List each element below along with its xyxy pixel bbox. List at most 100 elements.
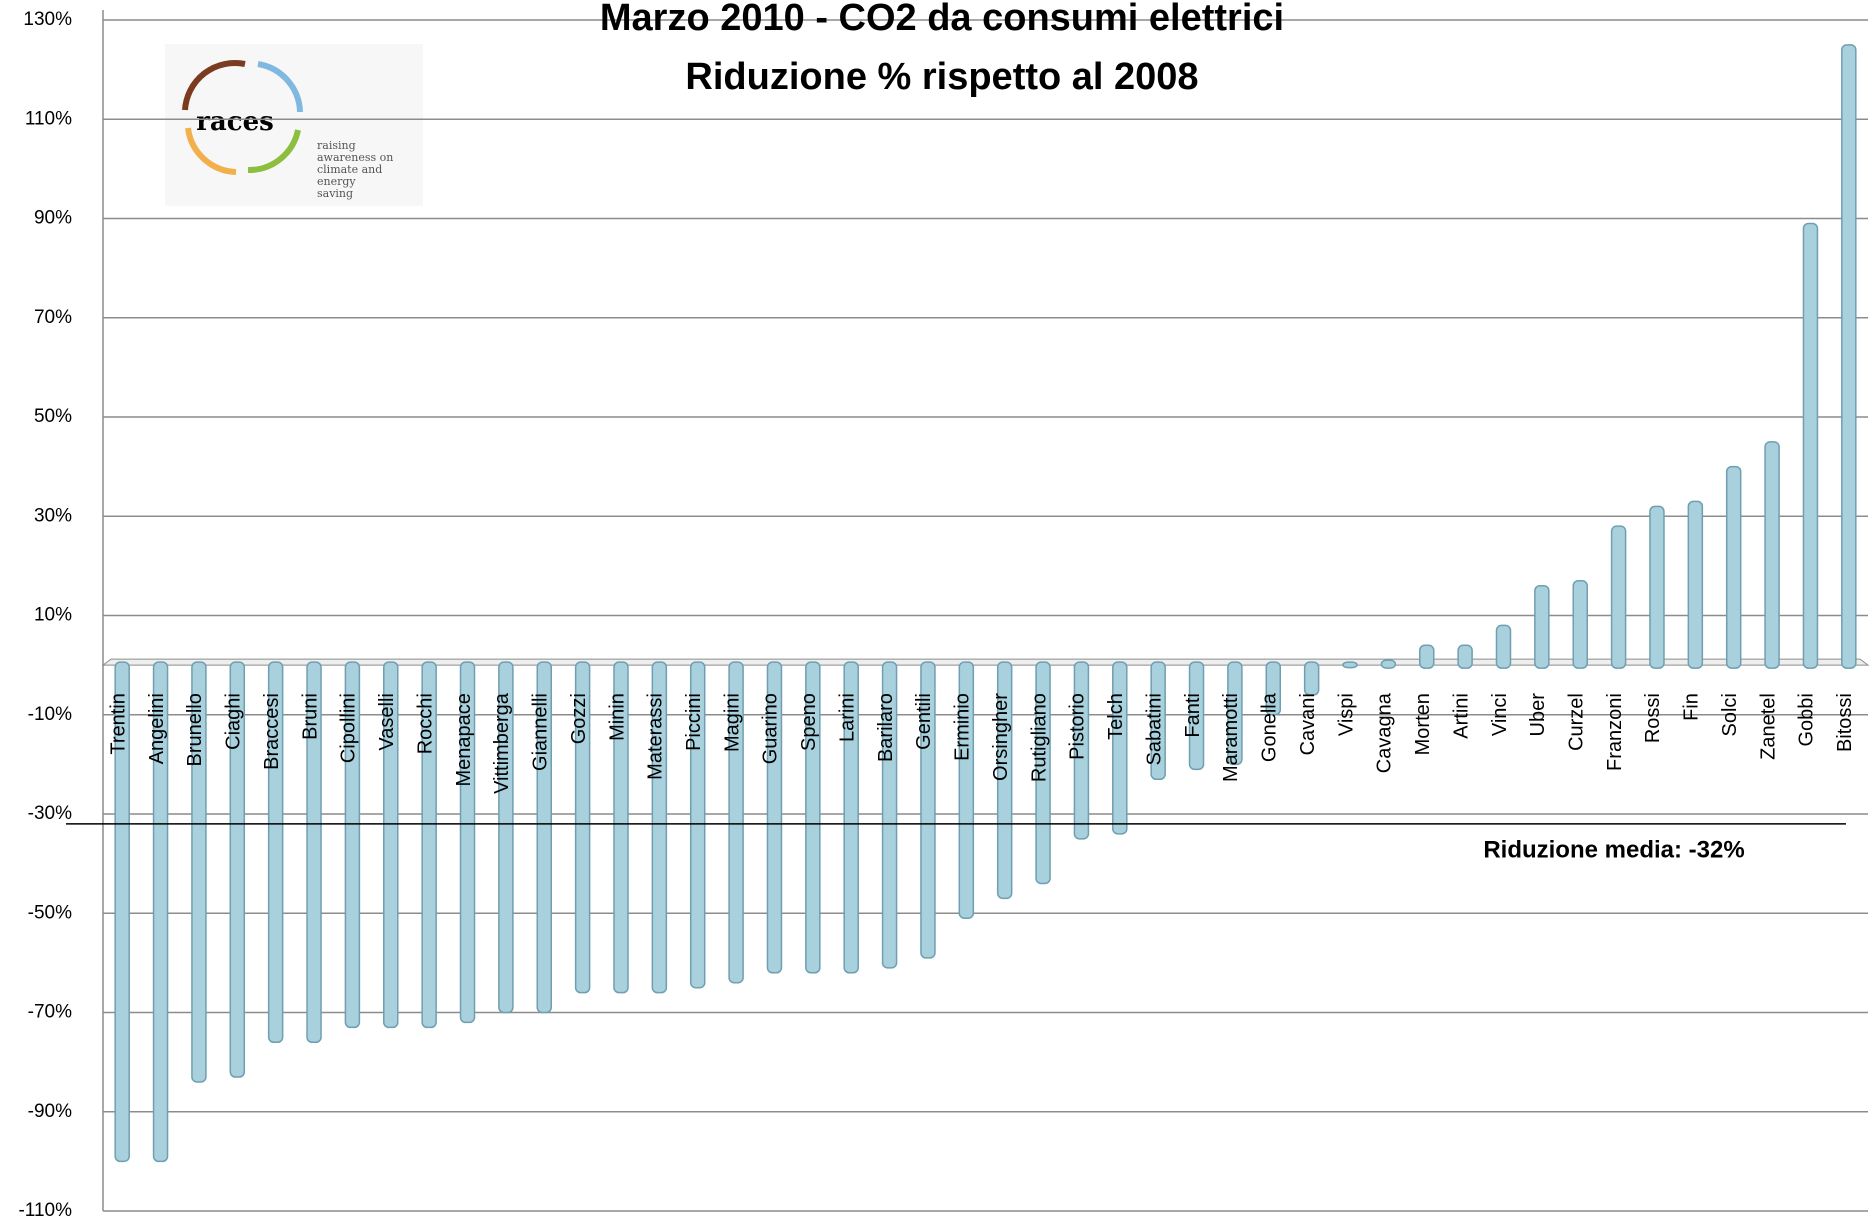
bar [1035,661,1051,885]
bar [1572,580,1588,669]
bar [383,661,399,1029]
chart-title: Marzo 2010 - CO2 da consumi elettrici [600,0,1284,39]
bar [229,661,246,1078]
bar [1610,525,1627,669]
x-tick-label: Gozzi [568,693,590,744]
bar [1687,500,1704,669]
bar [1457,644,1473,669]
y-tick-label: -30% [28,803,72,824]
x-tick-label: Franzoni [1604,693,1626,771]
zero-floor [101,658,1870,666]
y-tick-label: 10% [34,605,72,626]
x-tick-label: Solci [1719,693,1741,736]
bar [459,661,476,1024]
logo-tagline: climate and [317,163,382,176]
x-tick-label: Telch [1105,693,1127,740]
x-tick-label: Erminio [952,693,974,761]
x-tick-label: Artini [1450,693,1472,739]
bar [920,661,936,959]
x-tick-label: Rocchi [414,693,436,754]
x-tick-label: Brunello [184,693,206,766]
bar [651,661,668,994]
x-tick-label: Maramotti [1220,693,1242,782]
x-tick-label: Magini [721,693,743,752]
x-tick-label: Vinci [1489,693,1511,736]
x-tick-label: Speno [798,693,820,751]
y-tick-label: -70% [28,1002,72,1023]
x-tick-label: Orsingher [990,693,1012,781]
bar [498,661,514,1014]
bar [996,661,1013,900]
x-tick-label: Bitossi [1834,693,1856,752]
bar [1802,222,1819,669]
bar [1495,624,1512,669]
bar [536,661,552,1014]
bar [958,661,975,919]
y-tick-label: 70% [34,307,72,328]
x-tick-label: Piccini [683,693,705,751]
logo-tagline: raising [317,139,356,152]
x-tick-label: Zanetel [1757,693,1779,760]
x-tick-label: Trentin [107,693,129,755]
y-tick-label: 50% [34,406,72,427]
bar [1342,661,1358,669]
x-tick-label: Pistorio [1067,693,1089,760]
y-tick-label: -50% [28,902,72,923]
x-tick-label: Vittimberga [491,692,513,794]
logo-arc [257,61,303,113]
chart-title: Riduzione % rispetto al 2008 [685,56,1198,98]
logo-tagline: awareness on [317,151,393,164]
bar [1073,661,1090,840]
x-tick-label: Angelini [146,693,168,764]
x-tick-label: Bruni [299,693,321,740]
x-tick-label: Cavani [1297,693,1319,755]
x-tick-label: Uber [1527,693,1549,737]
bar [1649,505,1665,669]
y-tick-label: 110% [25,108,72,129]
x-tick-label: Cipollini [338,693,360,763]
x-tick-label: Fin [1681,693,1703,721]
x-tick-label: Gonella [1259,692,1281,762]
bar [1150,661,1166,781]
bar [191,661,207,1083]
x-tick-label: Ciaghi [223,693,245,750]
x-tick-label: Vaselli [376,693,398,750]
x-tick-label: Minin [606,693,628,741]
logo-arc [185,127,237,175]
bar [1764,441,1780,669]
logo-arc [247,129,301,174]
x-tick-label: Gentili [913,693,935,750]
bar [1725,465,1742,669]
x-tick-label: Sabatini [1143,693,1165,765]
bar [267,661,284,1044]
bar [689,661,706,989]
x-tick-label: Gobbi [1796,693,1818,746]
x-tick-label: Morten [1412,693,1434,755]
y-tick-label: 90% [34,208,72,229]
y-tick-label: 30% [34,505,72,526]
y-tick-label: 130% [23,9,72,30]
x-tick-label: Larini [836,693,858,742]
bar [881,661,898,969]
bar [1534,584,1550,669]
bar [1227,661,1243,766]
bar [1188,661,1205,771]
x-tick-label: Fanti [1182,693,1204,737]
logo-tagline: saving [317,187,353,200]
x-tick-label: Rossi [1642,693,1664,743]
y-tick-label: -110% [18,1200,72,1221]
x-tick-label: Materassi [645,693,667,780]
logo: races [165,44,423,206]
bar [574,661,591,994]
x-tick-label: Rutigliano [1028,693,1050,782]
bar [114,661,130,1163]
bar [152,661,169,1163]
x-tick-label: Curzel [1566,693,1588,751]
bar [728,661,744,984]
mean-label: Riduzione media: -32% [1483,836,1744,863]
bar [805,661,821,974]
bar [613,661,629,994]
x-tick-label: Cavagna [1374,692,1396,773]
logo-name: races [196,107,274,137]
